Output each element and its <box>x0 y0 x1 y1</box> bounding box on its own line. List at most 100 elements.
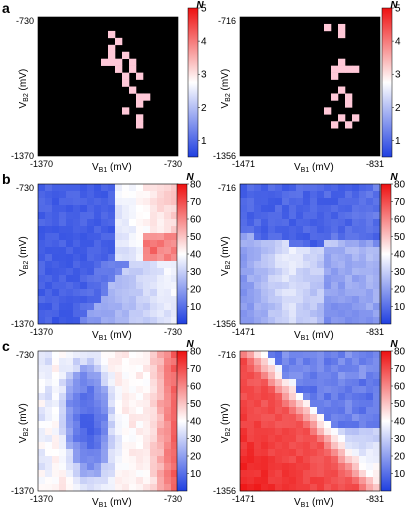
heatmap-cell <box>52 428 60 436</box>
heatmap-cell <box>101 184 109 192</box>
heatmap-cell <box>352 351 360 359</box>
heatmap-cell <box>254 442 262 450</box>
heatmap-cell <box>136 317 144 325</box>
heatmap-cell <box>136 449 144 457</box>
heatmap-cell <box>317 191 325 199</box>
heatmap-cell <box>87 400 95 408</box>
heatmap-cell <box>143 93 151 101</box>
heatmap-cell <box>303 484 311 492</box>
heatmap-cell <box>282 205 290 213</box>
heatmap-cell <box>261 400 269 408</box>
heatmap-cell <box>73 219 81 227</box>
heatmap-cell <box>317 477 325 485</box>
heatmap-cell <box>171 282 179 290</box>
heatmap-cell <box>115 463 123 471</box>
heatmap-cell <box>129 393 137 401</box>
heatmap-cell <box>143 456 151 464</box>
heatmap-cell <box>373 365 381 373</box>
heatmap-cell <box>101 268 109 276</box>
heatmap-cell <box>324 289 332 297</box>
heatmap-cell <box>108 226 116 234</box>
heatmap-cell <box>73 372 81 380</box>
heatmap-cell <box>338 484 346 492</box>
heatmap-cell <box>108 477 116 485</box>
heatmap-cell <box>164 275 172 283</box>
heatmap-cell <box>73 247 81 255</box>
heatmap-cell <box>310 205 318 213</box>
heatmap-cell <box>324 23 332 32</box>
heatmap-cell <box>275 421 283 429</box>
colorbar <box>187 7 199 158</box>
heatmap-cell <box>275 198 283 206</box>
heatmap-cell <box>101 310 109 318</box>
heatmap-cell <box>108 268 116 276</box>
heatmap-cell <box>352 372 360 380</box>
colorbar-tick-label: 30 <box>190 267 202 278</box>
heatmap-cell <box>303 456 311 464</box>
heatmap-cell <box>94 240 102 248</box>
heatmap-cell <box>157 365 165 373</box>
heatmap-cell <box>115 282 123 290</box>
heatmap-cell <box>268 226 276 234</box>
heatmap-cell <box>143 282 151 290</box>
heatmap-cell <box>247 296 255 304</box>
heatmap-cell <box>45 386 53 394</box>
heatmap-cell <box>345 456 353 464</box>
heatmap-cell <box>101 282 109 290</box>
heatmap-cell <box>247 456 255 464</box>
x-axis-label-unit: (mV) <box>309 162 333 173</box>
heatmap-cell <box>261 275 269 283</box>
heatmap-cell <box>94 310 102 318</box>
colorbar-tick-label: 60 <box>190 382 202 393</box>
heatmap-cell <box>115 393 123 401</box>
heatmap-cell <box>164 365 172 373</box>
heatmap-cell <box>317 365 325 373</box>
colorbar-title: N <box>196 0 204 11</box>
heatmap-cell <box>345 449 353 457</box>
heatmap-cell <box>157 205 165 213</box>
heatmap-cell <box>254 303 262 311</box>
heatmap-cell <box>108 449 116 457</box>
heatmap-cell <box>66 233 74 241</box>
heatmap-cell <box>52 414 60 422</box>
heatmap-cell <box>303 372 311 380</box>
heatmap-cell <box>324 268 332 276</box>
heatmap-cell <box>157 219 165 227</box>
heatmap-cell <box>115 65 123 73</box>
heatmap-cell <box>73 317 81 325</box>
heatmap-cell <box>268 240 276 248</box>
heatmap-cell <box>66 435 74 443</box>
heatmap-cell <box>338 463 346 471</box>
heatmap-cell <box>240 233 248 241</box>
heatmap-cell <box>66 198 74 206</box>
heatmap-cell <box>157 268 165 276</box>
heatmap-cell <box>115 254 123 262</box>
heatmap-cell <box>289 296 297 304</box>
heatmap-cell <box>136 212 144 220</box>
heatmap-cell <box>275 310 283 318</box>
heatmap-cell <box>38 442 46 450</box>
heatmap-cell <box>317 247 325 255</box>
heatmap-cell <box>261 289 269 297</box>
heatmap-cell <box>254 275 262 283</box>
heatmap-cell <box>373 358 381 366</box>
heatmap-cell <box>324 407 332 415</box>
heatmap-cell <box>338 456 346 464</box>
heatmap-cell <box>317 198 325 206</box>
heatmap-cell <box>108 51 116 59</box>
heatmap-cell <box>338 414 346 422</box>
heatmap-cell <box>373 219 381 227</box>
y-tick-label-max: -716 <box>218 183 236 193</box>
heatmap-cell <box>310 379 318 387</box>
heatmap-cell <box>129 247 137 255</box>
heatmap-cell <box>268 289 276 297</box>
heatmap-cell <box>352 310 360 318</box>
heatmap-cell <box>310 303 318 311</box>
heatmap-cell <box>289 421 297 429</box>
heatmap-cell <box>129 365 137 373</box>
heatmap-cell <box>87 442 95 450</box>
heatmap-cell <box>45 393 53 401</box>
heatmap-cell <box>366 449 374 457</box>
heatmap-cell <box>108 456 116 464</box>
heatmap-cell <box>108 261 116 269</box>
